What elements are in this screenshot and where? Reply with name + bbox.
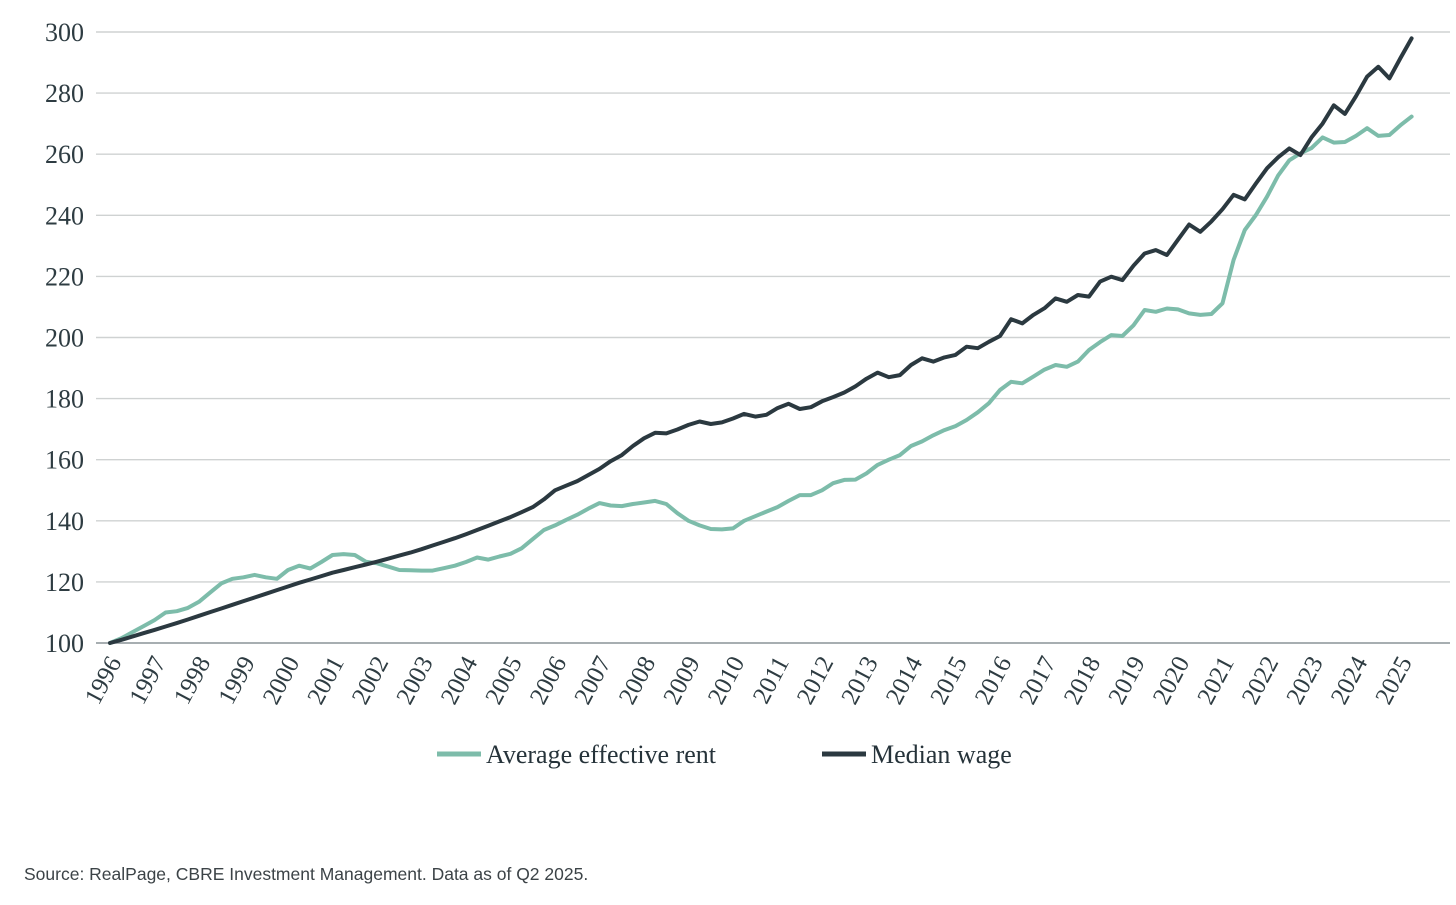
x-tick-label-2014: 2014 [881, 652, 929, 709]
y-tick-label-260: 260 [45, 140, 84, 169]
x-axis-year-labels: 1996199719981999200020012002200320042005… [80, 652, 1418, 709]
y-tick-label-240: 240 [45, 201, 84, 230]
x-tick-label-2004: 2004 [436, 652, 484, 709]
x-tick-label-2018: 2018 [1059, 652, 1106, 709]
y-tick-label-300: 300 [45, 18, 84, 47]
x-tick-label-2007: 2007 [569, 652, 616, 709]
x-tick-label-2000: 2000 [258, 652, 305, 709]
x-tick-label-2021: 2021 [1192, 652, 1239, 709]
legend-label-median-wage: Median wage [871, 740, 1012, 769]
x-tick-label-2019: 2019 [1103, 652, 1150, 709]
legend-item-median-wage: Median wage [822, 740, 1012, 769]
y-tick-label-280: 280 [45, 79, 84, 108]
legend-label-average-effective-rent: Average effective rent [486, 740, 717, 769]
y-tick-label-120: 120 [45, 568, 84, 597]
y-tick-label-200: 200 [45, 324, 84, 353]
x-tick-label-2025: 2025 [1370, 652, 1417, 709]
y-tick-label-140: 140 [45, 507, 84, 536]
data-series [108, 36, 1414, 645]
x-tick-label-1998: 1998 [169, 652, 216, 709]
x-tick-label-1997: 1997 [124, 652, 171, 709]
x-tick-label-2001: 2001 [302, 652, 349, 709]
x-tick-label-2003: 2003 [391, 652, 438, 709]
x-tick-label-1999: 1999 [213, 652, 260, 709]
x-tick-label-2013: 2013 [836, 652, 883, 709]
gridlines [96, 31, 1450, 644]
x-tick-label-1996: 1996 [80, 652, 127, 709]
x-tick-label-2023: 2023 [1281, 652, 1328, 709]
x-tick-label-2010: 2010 [703, 652, 750, 709]
x-tick-label-2015: 2015 [925, 652, 972, 709]
x-tick-label-2002: 2002 [347, 652, 394, 709]
y-tick-label-220: 220 [45, 262, 84, 291]
series-line-median-wage [108, 36, 1414, 645]
y-axis-tick-labels: 100 120 140 160 180 200 220 240 260 280 300 [45, 18, 84, 658]
y-tick-label-100: 100 [45, 629, 84, 658]
x-tick-label-2006: 2006 [525, 652, 572, 709]
x-tick-label-2016: 2016 [970, 652, 1017, 709]
x-tick-label-2017: 2017 [1014, 652, 1061, 709]
source-note: Source: RealPage, CBRE Investment Manage… [24, 864, 589, 884]
y-tick-label-160: 160 [45, 446, 84, 475]
x-tick-label-2008: 2008 [614, 652, 661, 709]
series-line-average-effective-rent [108, 114, 1414, 645]
legend: Average effective rent Median wage [437, 740, 1012, 769]
x-tick-label-2009: 2009 [658, 652, 705, 709]
x-tick-label-2020: 2020 [1148, 652, 1195, 709]
x-tick-label-2024: 2024 [1326, 652, 1374, 709]
x-tick-label-2005: 2005 [480, 652, 527, 709]
y-tick-label-180: 180 [45, 385, 84, 414]
x-tick-label-2012: 2012 [792, 652, 839, 709]
x-tick-label-2011: 2011 [748, 652, 795, 708]
x-tick-label-2022: 2022 [1237, 652, 1284, 709]
legend-item-average-effective-rent: Average effective rent [437, 740, 717, 769]
